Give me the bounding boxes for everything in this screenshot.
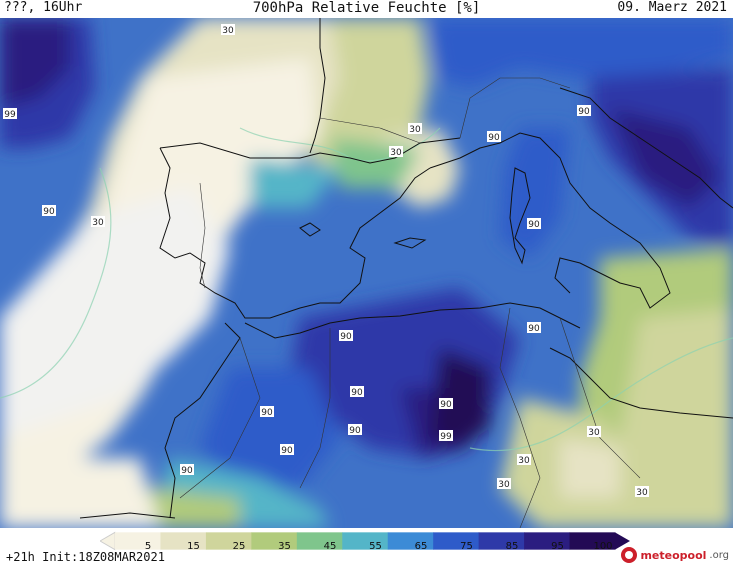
isoline-label-box bbox=[221, 24, 235, 35]
legend-tick-label: 35 bbox=[278, 541, 291, 552]
isoline-label-box bbox=[577, 105, 591, 116]
legend-swatch bbox=[387, 532, 434, 550]
isoline-label-box bbox=[3, 108, 17, 119]
isoline-label: 90 bbox=[281, 446, 293, 456]
isoline-label: 90 bbox=[261, 408, 273, 418]
legend-swatch bbox=[205, 532, 252, 550]
isoline-label-box bbox=[280, 444, 294, 455]
isoline-label: 30 bbox=[498, 480, 510, 490]
legend-tick-label: 75 bbox=[460, 541, 473, 552]
isoline-label-box bbox=[350, 386, 364, 397]
legend-swatch bbox=[433, 532, 480, 550]
isoline-label-box bbox=[587, 426, 601, 437]
isoline-label-box bbox=[180, 464, 194, 475]
isoline-label: 30 bbox=[409, 125, 421, 135]
isoline-label-box bbox=[635, 486, 649, 497]
map-title: 700hPa Relative Feuchte [%] bbox=[252, 0, 481, 16]
isoline-label: 30 bbox=[390, 148, 402, 158]
legend-tick-label: 100 bbox=[593, 541, 613, 552]
isoline-label: 90 bbox=[349, 426, 361, 436]
valid-time-label: ???, 16Uhr bbox=[4, 0, 83, 15]
meteopool-logo[interactable]: meteopool .org bbox=[621, 546, 729, 564]
isoline-label: 30 bbox=[92, 218, 104, 228]
legend-swatch bbox=[251, 532, 298, 550]
isoline-label: 90 bbox=[43, 207, 55, 217]
isoline-label-box bbox=[389, 146, 403, 157]
legend-arrow-low bbox=[100, 531, 116, 551]
isoline-label: 30 bbox=[222, 26, 234, 36]
isoline-label: 90 bbox=[181, 466, 193, 476]
borders bbox=[179, 77, 641, 528]
header-bar: ???, 16Uhr 700hPa Relative Feuchte [%] 0… bbox=[0, 0, 733, 18]
isoline-label: 30 bbox=[588, 428, 600, 438]
forecast-date: 09. Maerz 2021 bbox=[617, 0, 727, 15]
legend-swatch bbox=[524, 532, 571, 550]
isoline-label: 90 bbox=[488, 133, 500, 143]
color-legend bbox=[100, 531, 630, 551]
isoline-label-box bbox=[408, 123, 422, 134]
isoline-label: 90 bbox=[528, 324, 540, 334]
coastlines bbox=[79, 18, 733, 519]
isoline-label: 30 bbox=[636, 488, 648, 498]
isoline-label: 99 bbox=[4, 110, 16, 120]
legend-swatch bbox=[569, 532, 616, 550]
isoline-label-box bbox=[339, 330, 353, 341]
legend-swatch bbox=[478, 532, 525, 550]
isoline-label-box bbox=[527, 218, 541, 229]
isoline-label-box bbox=[348, 424, 362, 435]
legend-swatch bbox=[160, 532, 207, 550]
isoline-label: 30 bbox=[518, 456, 530, 466]
legend-arrow-high bbox=[615, 532, 630, 550]
isoline-label: 90 bbox=[440, 400, 452, 410]
isoline-label-box bbox=[91, 216, 105, 227]
legend-tick-label: 85 bbox=[505, 541, 519, 552]
legend-tick-label: 65 bbox=[414, 541, 428, 552]
legend-tick-label: 95 bbox=[551, 541, 564, 552]
isoline-label-box bbox=[439, 398, 453, 409]
isoline-label: 99 bbox=[440, 432, 452, 442]
isoline-label: 90 bbox=[578, 107, 590, 117]
isoline-label: 90 bbox=[351, 388, 363, 398]
isoline-label-box bbox=[42, 205, 56, 216]
legend-tick-label: 25 bbox=[232, 541, 246, 552]
legend-tick-label: 55 bbox=[369, 541, 382, 552]
isoline-label-box bbox=[487, 131, 501, 142]
meteopool-logo-icon bbox=[621, 547, 638, 563]
humidity-map: 30 99 90 30 30 30 90 90 90 90 90 90 90 90 90 90 90 99 30 30… bbox=[0, 18, 733, 528]
legend-tick-label: 15 bbox=[187, 541, 200, 552]
isoline-label-box bbox=[527, 322, 541, 333]
humidity-field bbox=[0, 18, 733, 528]
isoline-label: 90 bbox=[528, 220, 540, 230]
init-time: +21h Init:18Z08MAR2021 bbox=[6, 550, 165, 564]
isoline-label-box bbox=[497, 478, 511, 489]
legend-swatch bbox=[115, 532, 161, 550]
isoline-label-box bbox=[439, 430, 453, 441]
isoline-labels: 30 99 90 30 30 30 90 90 90 90 90 90 90 90 90 90 90 99 30 30… bbox=[3, 24, 649, 498]
isoline-label-box bbox=[517, 454, 531, 465]
isoline-label: 90 bbox=[340, 332, 352, 342]
legend-swatch bbox=[296, 532, 343, 550]
legend-swatch bbox=[342, 532, 389, 550]
logo-brand: meteopool bbox=[640, 548, 707, 562]
footer: 5 15 25 35 45 55 65 75 85 95 100 +21h Init:18Z08MA… bbox=[0, 528, 733, 566]
legend-tick-label: 45 bbox=[323, 541, 337, 552]
isoline-label-box bbox=[260, 406, 274, 417]
logo-tld: .org bbox=[709, 549, 729, 561]
legend-tick-label: 5 bbox=[144, 541, 152, 552]
